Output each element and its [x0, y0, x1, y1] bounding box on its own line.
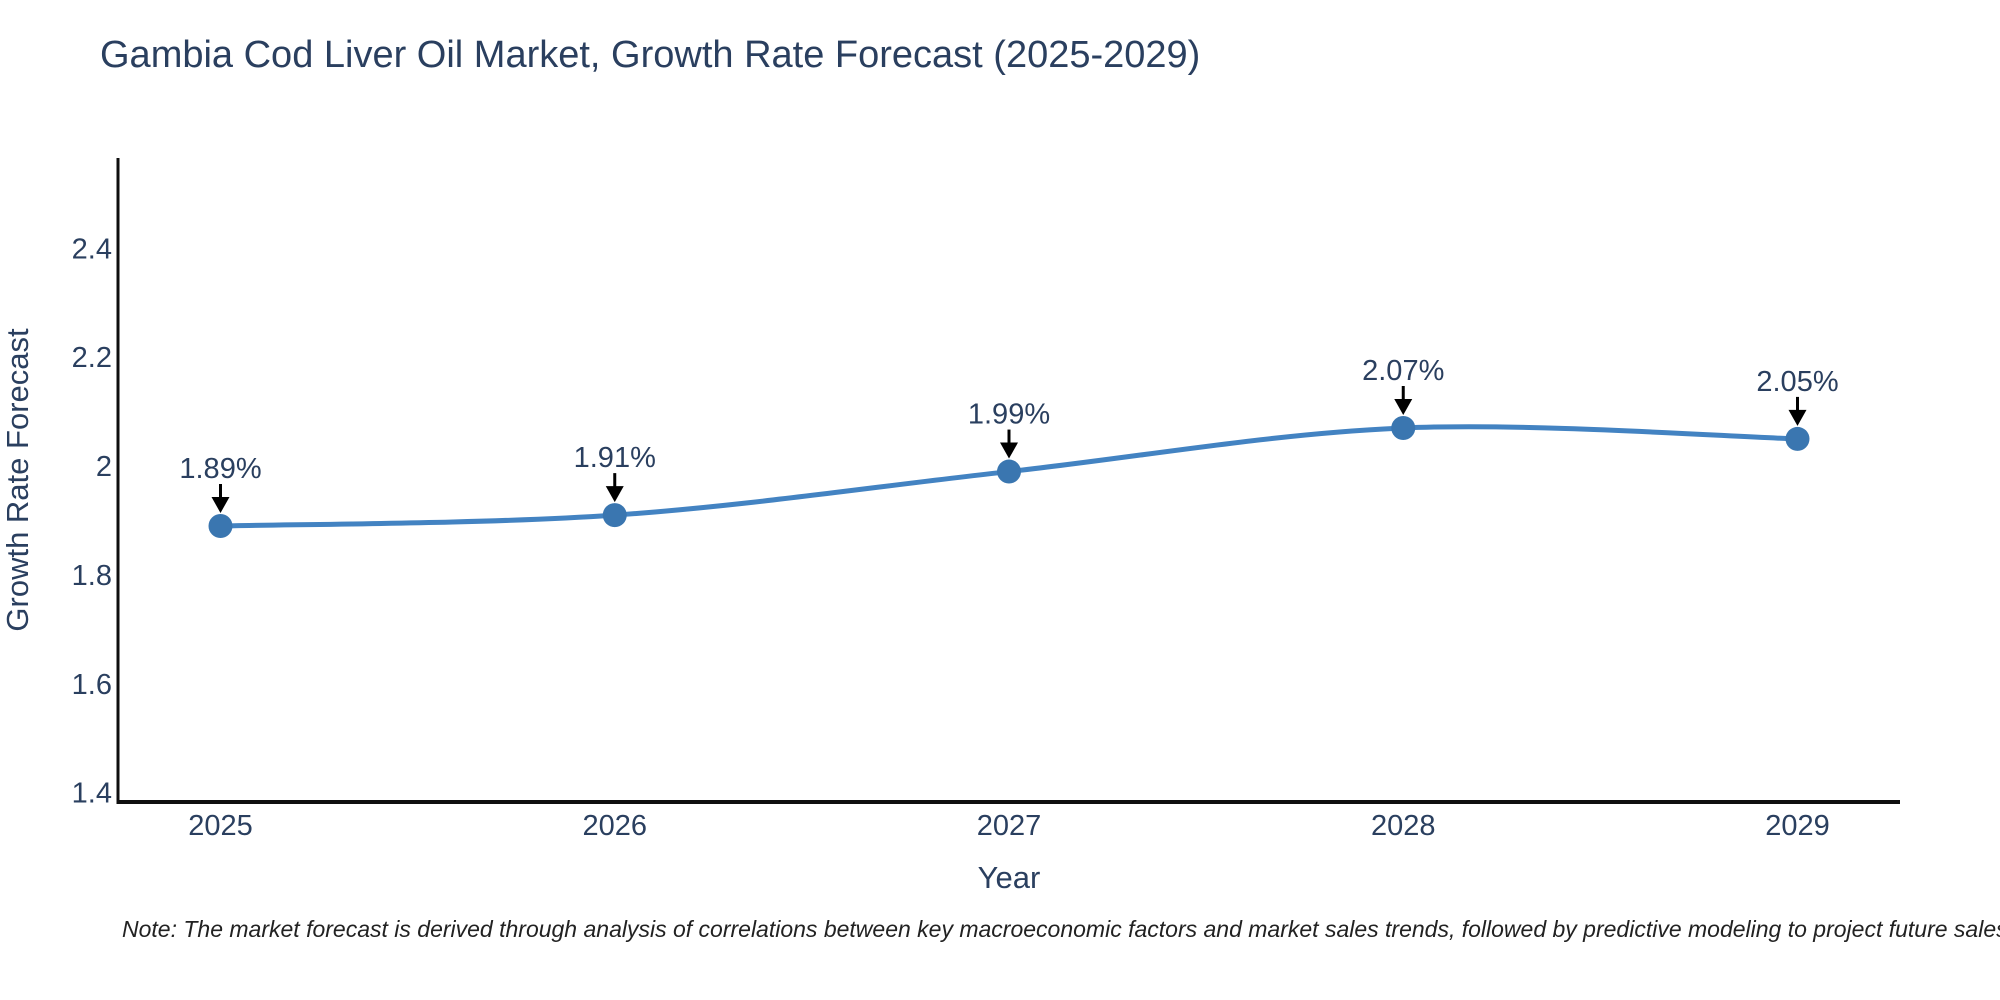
annotation-arrow-head [211, 497, 230, 513]
annotation-arrow-head [605, 486, 624, 503]
x-tick-label: 2027 [977, 810, 1042, 842]
annotation-arrow-head [1788, 409, 1807, 426]
x-tick-label: 2026 [582, 810, 647, 842]
data-point-label: 1.91% [574, 442, 656, 474]
annotation-arrow-head [1000, 442, 1018, 459]
y-tick-label: 2 [96, 451, 112, 483]
data-point-marker [602, 503, 627, 528]
x-axis-title: Year [978, 860, 1041, 895]
data-point-label: 1.89% [179, 453, 261, 485]
data-point-label: 1.99% [968, 399, 1050, 431]
data-point-marker [1785, 426, 1810, 451]
y-tick-label: 1.4 [72, 778, 112, 810]
y-tick-label: 2.2 [72, 342, 112, 374]
chart-title: Gambia Cod Liver Oil Market, Growth Rate… [100, 34, 1201, 76]
data-point-marker [208, 514, 233, 538]
y-tick-label: 1.8 [72, 560, 112, 592]
data-point-label: 2.05% [1756, 366, 1838, 398]
y-tick-label: 2.4 [72, 233, 112, 265]
data-point-marker [1391, 416, 1416, 441]
annotation-arrow-head [1394, 399, 1413, 416]
y-axis-title: Growth Rate Forecast [0, 328, 35, 632]
x-tick-label: 2028 [1371, 810, 1436, 842]
x-tick-label: 2029 [1765, 810, 1830, 842]
data-point-marker [997, 459, 1021, 484]
footnote: Note: The market forecast is derived thr… [122, 916, 2000, 942]
y-tick-label: 1.6 [72, 669, 112, 701]
x-tick-label: 2025 [188, 810, 253, 842]
data-point-label: 2.07% [1362, 355, 1444, 387]
